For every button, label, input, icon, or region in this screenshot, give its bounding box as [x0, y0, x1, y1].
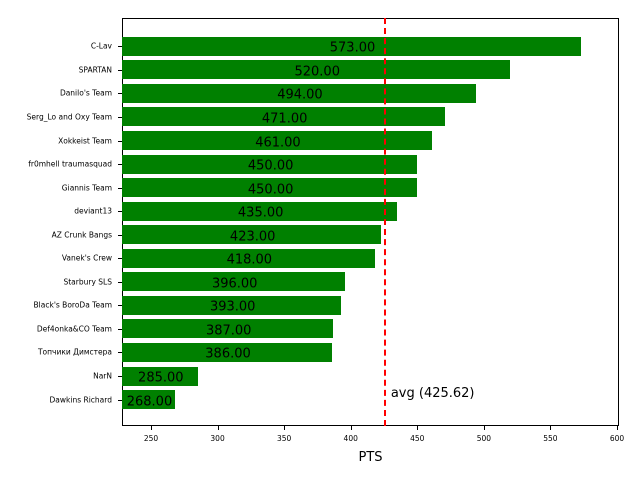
y-tick: [118, 399, 122, 401]
bar: [122, 295, 342, 315]
y-tick: [118, 376, 122, 377]
bar-value-label: 387.00: [205, 323, 252, 339]
y-tick: [118, 352, 122, 354]
bar-value-label: 573.00: [329, 40, 376, 56]
y-tick-label: C-Lav: [90, 41, 112, 51]
x-tick-label: 300: [210, 434, 225, 443]
y-tick-label: NarN: [93, 371, 112, 381]
y-tick: [118, 211, 122, 213]
bar: [122, 36, 582, 56]
y-tick: [118, 93, 122, 95]
bar-value-label: 435.00: [237, 205, 284, 221]
x-tick-label: 600: [609, 434, 625, 443]
y-tick-label: Dawkins Richard: [49, 395, 112, 405]
y-tick: [118, 46, 122, 48]
x-tick-label: 250: [143, 434, 159, 443]
x-tick: [151, 426, 153, 430]
y-tick: [118, 164, 122, 166]
x-tick: [617, 426, 618, 430]
y-tick: [118, 328, 122, 330]
y-tick-label: Def4onka&CO Team: [36, 324, 112, 334]
x-tick: [550, 426, 552, 430]
x-tick-label: 500: [476, 434, 492, 443]
bar-value-label: 471.00: [261, 111, 308, 127]
bar: [122, 225, 382, 245]
x-tick: [417, 426, 419, 430]
y-tick: [118, 258, 122, 260]
bar-value-label: 494.00: [277, 87, 323, 103]
average-label: avg (425.62): [390, 386, 475, 401]
bar: [122, 342, 333, 362]
bar: [122, 248, 375, 268]
bar: [122, 390, 175, 410]
bar-value-label: 418.00: [226, 252, 273, 268]
x-tick-label: 550: [543, 434, 558, 443]
y-tick: [118, 187, 122, 189]
y-tick: [118, 69, 122, 71]
bar-value-label: 450.00: [247, 158, 294, 174]
y-tick: [118, 140, 122, 142]
bar-value-label: 268.00: [126, 394, 173, 410]
bar-value-label: 386.00: [205, 346, 251, 362]
y-tick: [118, 281, 122, 283]
bar-value-label: 396.00: [211, 276, 258, 292]
bar-value-label: 450.00: [247, 182, 294, 198]
y-tick-label: fr0mhell traumasquad: [28, 159, 112, 169]
bar: [122, 319, 334, 339]
y-tick-label: SPARTAN: [78, 65, 112, 75]
y-tick: [118, 116, 122, 118]
y-tick-label: Danilo's Team: [59, 88, 112, 98]
y-tick-label: Giannis Team: [61, 183, 112, 193]
bar: [122, 178, 418, 198]
y-tick-label: Black's BoroDa Team: [33, 300, 112, 310]
plot-area: [122, 18, 619, 426]
x-tick: [350, 426, 352, 430]
x-tick-label: 350: [276, 434, 292, 443]
bar: [122, 201, 398, 221]
average-line: [383, 18, 386, 426]
bar-value-label: 520.00: [294, 64, 340, 80]
bar: [122, 272, 346, 292]
bar: [122, 107, 446, 127]
bar: [122, 60, 511, 80]
y-tick-label: AZ Crunk Bangs: [51, 230, 112, 240]
x-tick: [483, 426, 485, 430]
bar: [122, 366, 198, 386]
bar: [122, 154, 418, 174]
y-tick-label: Serg_Lo and Oxy Team: [26, 112, 112, 122]
x-tick-label: 400: [343, 434, 358, 443]
bar: [122, 83, 476, 103]
y-tick: [118, 305, 122, 307]
y-tick-label: deviant13: [74, 206, 112, 216]
bar-value-label: 461.00: [255, 135, 301, 150]
x-tick: [284, 426, 286, 430]
y-tick-label: Starbury SLS: [63, 277, 112, 287]
x-axis-title: PTS: [358, 450, 383, 465]
bar-value-label: 285.00: [138, 370, 184, 386]
y-tick: [118, 234, 122, 236]
bar-value-label: 423.00: [229, 229, 276, 245]
bar-value-label: 393.00: [209, 299, 256, 315]
x-tick: [217, 426, 219, 430]
y-tick-label: Топчики Димстера: [37, 347, 112, 357]
y-tick-label: Vanek's Crew: [61, 253, 112, 263]
y-tick-label: Xokkeist Team: [58, 136, 112, 145]
x-tick-label: 450: [410, 434, 425, 443]
bar: [122, 131, 432, 150]
